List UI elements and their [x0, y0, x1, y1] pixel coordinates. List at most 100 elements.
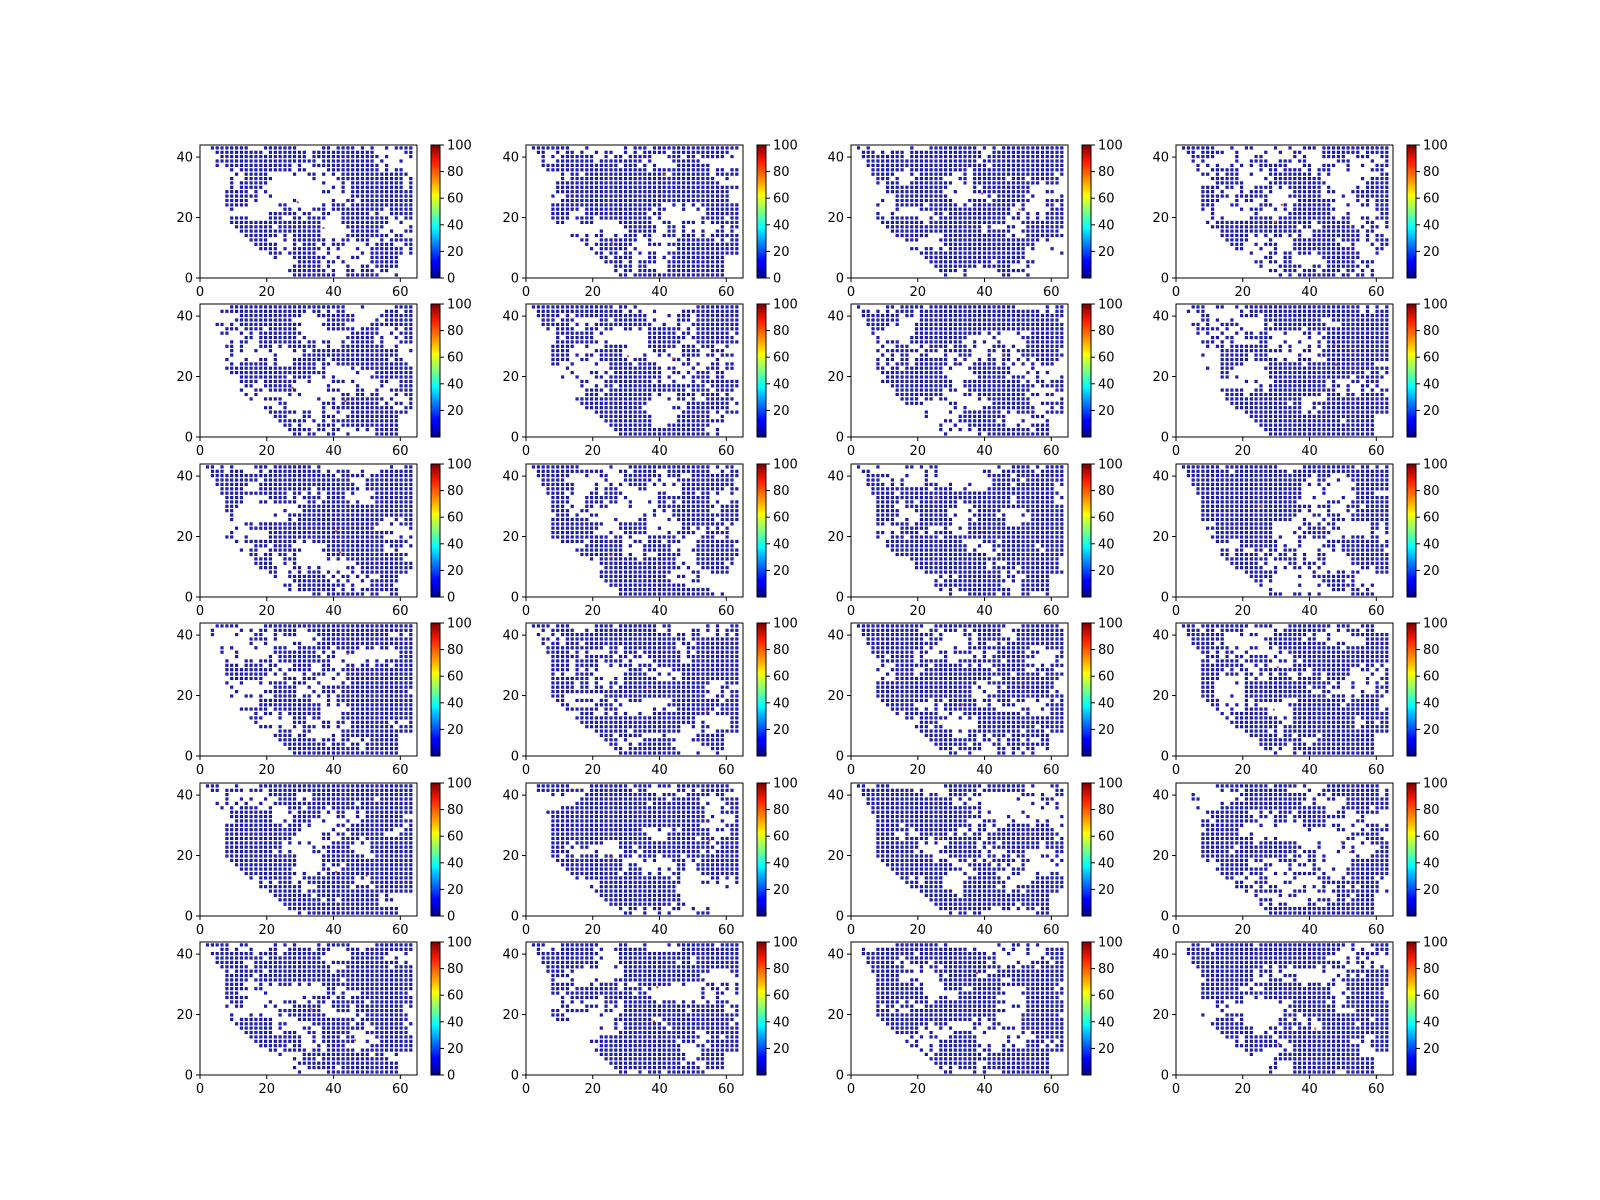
scatter-point — [594, 194, 598, 198]
scatter-point — [682, 314, 686, 318]
scatter-point — [924, 362, 928, 366]
scatter-point — [278, 216, 282, 220]
scatter-point — [958, 419, 962, 423]
scatter-point — [1264, 203, 1268, 207]
scatter-point — [1361, 190, 1365, 194]
scatter-point — [570, 190, 574, 194]
scatter-point — [924, 247, 928, 251]
scatter-point — [987, 177, 991, 181]
scatter-point — [968, 238, 972, 242]
colorbar-frame — [430, 144, 441, 279]
scatter-point — [915, 362, 919, 366]
scatter-point — [696, 371, 700, 375]
scatter-point — [244, 336, 248, 340]
scatter-point — [628, 366, 632, 370]
scatter-point — [360, 397, 364, 401]
scatter-point — [1385, 194, 1389, 198]
scatter-point — [264, 344, 268, 348]
scatter-point — [682, 362, 686, 366]
scatter-point — [273, 309, 277, 313]
scatter-point — [302, 366, 306, 370]
colorbar — [431, 145, 440, 278]
scatter-point — [720, 331, 724, 335]
scatter-point — [1322, 146, 1326, 150]
scatter-point — [992, 177, 996, 181]
scatter-point — [657, 336, 661, 340]
scatter-point — [948, 331, 953, 335]
scatter-point — [1269, 181, 1273, 185]
scatter-point — [599, 233, 603, 238]
scatter-point — [886, 159, 890, 163]
scatter-point — [302, 357, 306, 362]
scatter-point — [1206, 172, 1210, 176]
scatter-point — [638, 181, 642, 185]
scatter-point — [905, 309, 909, 313]
scatter-point — [672, 155, 676, 159]
scatter-point — [317, 309, 321, 313]
scatter-point — [876, 163, 880, 167]
scatter-point — [987, 247, 991, 251]
scatter-point — [652, 212, 657, 216]
scatter-point — [1060, 251, 1064, 255]
scatter-point — [351, 401, 355, 405]
scatter-point — [278, 384, 282, 388]
scatter-point — [715, 155, 720, 159]
scatter-point — [1011, 172, 1015, 176]
scatter-point — [244, 185, 248, 189]
scatter-point — [594, 181, 598, 185]
scatter-point — [1283, 251, 1287, 255]
scatter-point — [351, 318, 355, 322]
scatter-point — [958, 260, 962, 264]
scatter-point — [351, 349, 355, 353]
scatter-point — [876, 336, 880, 340]
scatter-point — [701, 410, 705, 414]
scatter-point — [711, 406, 715, 410]
scatter-point — [220, 146, 224, 150]
scatter-point — [399, 198, 403, 203]
scatter-point — [609, 375, 613, 379]
scatter-point — [1361, 146, 1365, 150]
scatter-point — [628, 419, 632, 423]
scatter-point — [963, 314, 967, 318]
scatter-point — [1312, 181, 1316, 185]
scatter-point — [701, 247, 705, 251]
scatter-point — [293, 216, 297, 220]
scatter-point — [934, 207, 938, 211]
scatter-point — [360, 194, 364, 198]
scatter-point — [365, 220, 369, 224]
scatter-point — [1288, 212, 1292, 216]
scatter-point — [706, 344, 710, 348]
scatter-point — [944, 264, 948, 268]
scatter-point — [691, 273, 695, 277]
scatter-point — [1240, 181, 1244, 185]
scatter-point — [399, 177, 403, 181]
scatter-point — [953, 423, 957, 427]
scatter-point — [696, 190, 700, 194]
scatter-point — [696, 410, 700, 414]
scatter-point — [1298, 264, 1302, 268]
scatter-point — [264, 314, 268, 318]
scatter-point — [1283, 163, 1287, 167]
scatter-point — [715, 229, 720, 233]
scatter-point — [244, 392, 248, 397]
scatter-point — [1356, 255, 1360, 259]
scatter-point — [409, 318, 413, 322]
scatter-point — [230, 220, 234, 224]
scatter-point — [715, 216, 720, 220]
scatter-point — [944, 159, 948, 163]
scatter-point — [968, 309, 972, 313]
scatter-point — [614, 264, 618, 268]
scatter-point — [273, 353, 277, 357]
scatter-point — [312, 344, 316, 348]
scatter-point — [375, 401, 379, 405]
scatter-point — [570, 177, 574, 181]
scatter-point — [609, 414, 613, 418]
scatter-point — [312, 238, 316, 242]
scatter-point — [715, 233, 720, 238]
scatter-point — [652, 273, 657, 277]
scatter-point — [939, 251, 943, 255]
scatter-point — [409, 190, 413, 194]
scatter-point — [876, 327, 880, 331]
scatter-point — [1327, 190, 1331, 194]
scatter-point — [385, 264, 389, 268]
